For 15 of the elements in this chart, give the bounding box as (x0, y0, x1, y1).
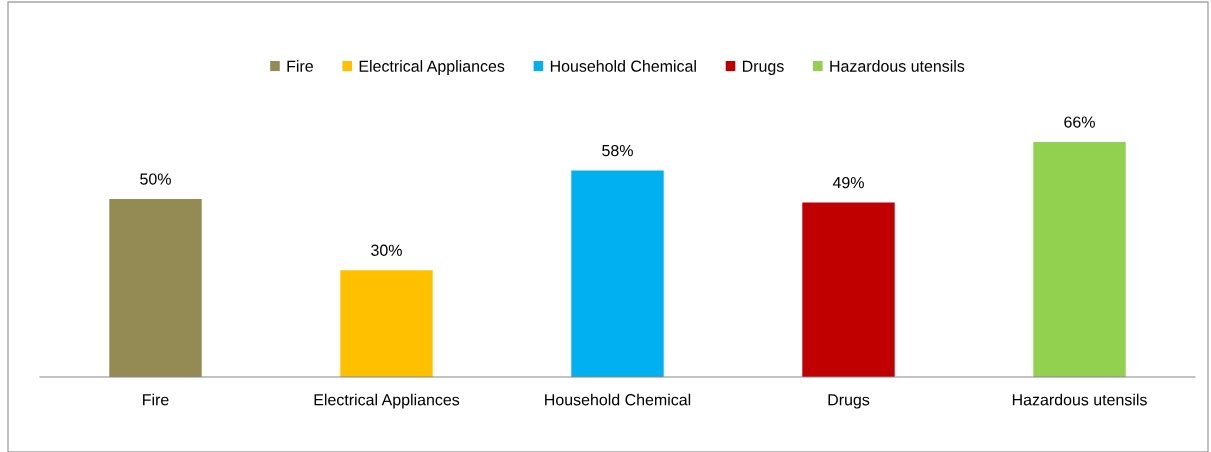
data-label: 50% (140, 173, 171, 185)
x-tick-label: Household Chemical (545, 393, 691, 406)
x-tick-label: Electrical Appliances (314, 393, 460, 409)
x-tick-label: Hazardous utensils (1012, 393, 1147, 406)
legend-label: Drugs (742, 60, 784, 75)
data-label: 66% (1064, 116, 1095, 128)
data-label: 58% (602, 144, 633, 157)
data-label: 30% (371, 244, 402, 256)
legend-label: Household Chemical (550, 60, 696, 72)
legend-label: Hazardous utensils (830, 60, 965, 72)
legend-label: Fire (287, 60, 313, 72)
data-label: 49% (832, 176, 864, 189)
x-tick-label: Drugs (828, 394, 870, 409)
legend-label: Electrical Appliances (359, 60, 505, 75)
x-tick-label: Fire (143, 393, 169, 406)
